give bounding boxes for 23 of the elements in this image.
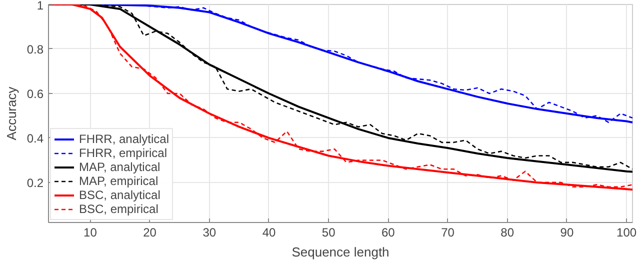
y-tick-label: 0.2: [26, 176, 44, 190]
x-tick-label: 60: [382, 226, 396, 240]
x-tick-label: 50: [322, 226, 336, 240]
x-tick-label: 100: [616, 226, 637, 240]
legend-label: FHRR, empirical: [79, 146, 168, 160]
y-tick-label: 0.8: [26, 42, 44, 56]
y-tick-label: 0.6: [26, 86, 44, 101]
x-tick-label: 40: [262, 226, 276, 240]
y-tick-label: 1: [36, 0, 44, 12]
x-tick-label: 30: [202, 226, 216, 240]
y-tick-label: 0.4: [26, 131, 44, 146]
legend-label: MAP, empirical: [79, 174, 158, 188]
legend-label: FHRR, analytical: [79, 132, 170, 146]
legend-label: BSC, empirical: [79, 202, 158, 216]
x-tick-label: 20: [143, 226, 157, 240]
legend-label: MAP, analytical: [79, 160, 160, 174]
x-axis-title: Sequence length: [292, 244, 390, 260]
x-tick-label: 90: [560, 226, 574, 240]
x-tick-label: 70: [441, 226, 455, 240]
x-tick-label: 10: [84, 226, 98, 240]
legend-label: BSC, analytical: [79, 188, 160, 202]
y-axis-title: Accuracy: [4, 86, 19, 140]
x-tick-label: 80: [500, 226, 514, 240]
